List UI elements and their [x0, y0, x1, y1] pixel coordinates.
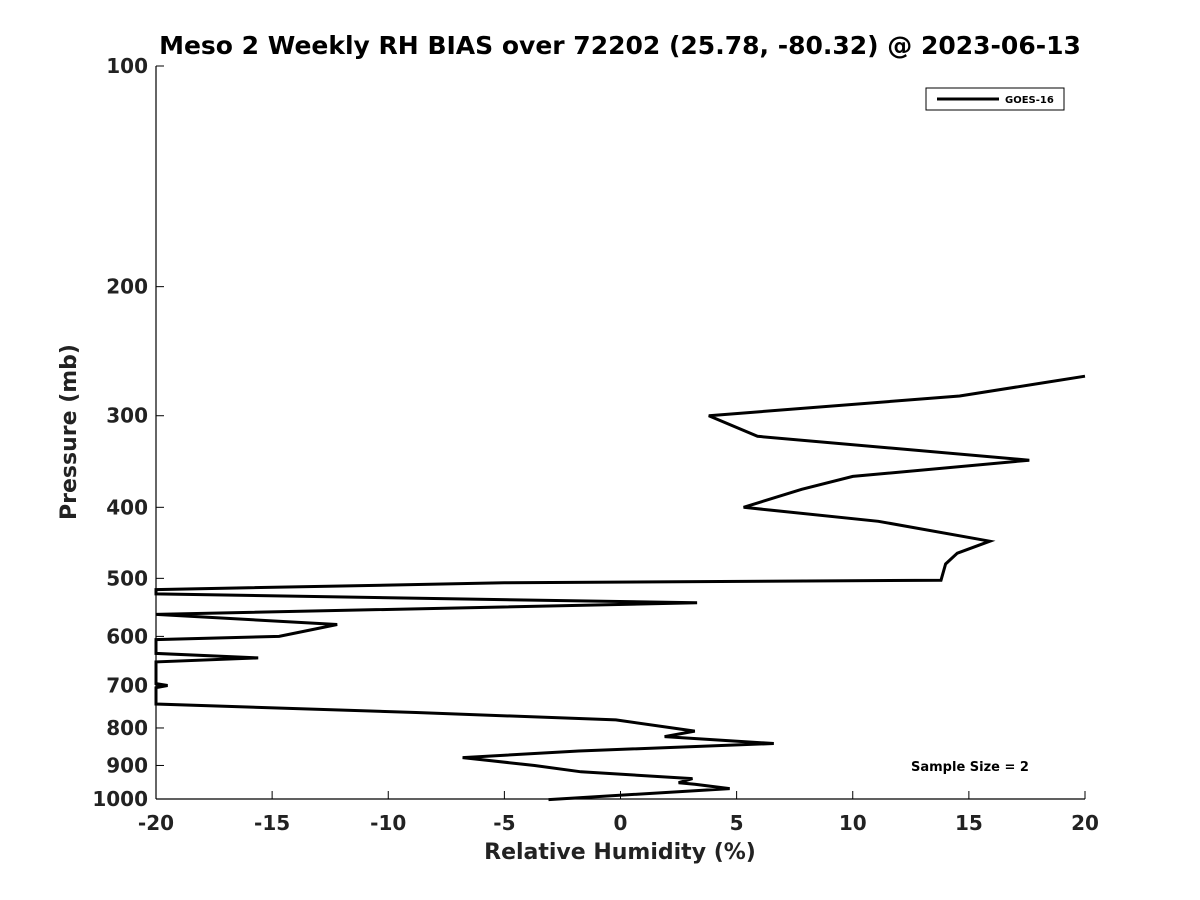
- y-axis-label: Pressure (mb): [57, 344, 82, 520]
- y-tick-label: 600: [106, 624, 148, 648]
- chart-title: Meso 2 Weekly RH BIAS over 72202 (25.78,…: [159, 31, 1081, 60]
- x-tick-label: 10: [839, 811, 867, 835]
- x-axis-label: Relative Humidity (%): [484, 840, 756, 865]
- y-tick-label: 700: [106, 673, 148, 697]
- legend: GOES-16: [925, 87, 1065, 111]
- x-axis-ticks: -20 -15 -10 -5 0 5 10 15 20: [138, 791, 1099, 835]
- x-tick-label: 5: [730, 811, 744, 835]
- y-tick-label: 400: [106, 495, 148, 519]
- x-tick-label: 0: [614, 811, 628, 835]
- x-tick-label: -10: [370, 811, 406, 835]
- y-tick-label: 800: [106, 716, 148, 740]
- y-tick-label: 300: [106, 404, 148, 428]
- series-line-goes-16: [154, 374, 1086, 802]
- y-tick-label: 500: [106, 566, 148, 590]
- x-tick-label: -5: [493, 811, 515, 835]
- series-layer: [154, 374, 1086, 802]
- y-tick-label: 100: [106, 54, 148, 78]
- y-tick-label: 1000: [92, 787, 148, 811]
- x-tick-label: 20: [1071, 811, 1099, 835]
- x-tick-label: 15: [955, 811, 983, 835]
- x-tick-label: -15: [254, 811, 290, 835]
- x-tick-label: -20: [138, 811, 174, 835]
- y-axis-ticks: 100 200 300 400 500 600 700 800 900 1000: [92, 54, 164, 811]
- y-tick-label: 200: [106, 275, 148, 299]
- y-tick-label: 900: [106, 753, 148, 777]
- sample-size-annotation: Sample Size = 2: [911, 760, 1029, 775]
- legend-label: GOES-16: [1005, 95, 1054, 106]
